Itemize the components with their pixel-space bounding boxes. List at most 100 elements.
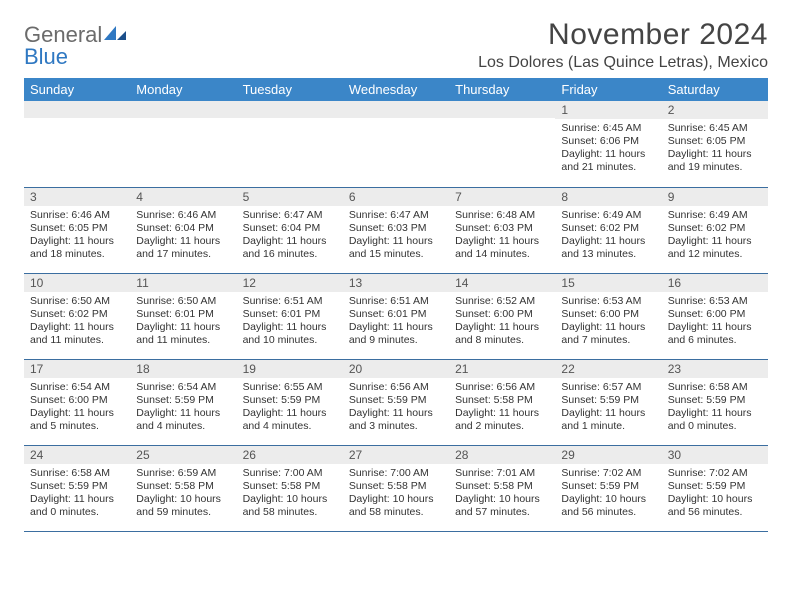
day-body: Sunrise: 7:00 AMSunset: 5:58 PMDaylight:… [343,464,449,523]
weekday-header: Sunday [24,78,130,101]
daylight-text: Daylight: 11 hours and 13 minutes. [561,235,655,261]
sunset-text: Sunset: 5:58 PM [136,480,230,493]
day-number: 19 [237,360,343,378]
weekday-header: Tuesday [237,78,343,101]
day-body: Sunrise: 6:46 AMSunset: 6:04 PMDaylight:… [130,206,236,265]
sunrise-text: Sunrise: 6:58 AM [668,381,762,394]
weekday-row: SundayMondayTuesdayWednesdayThursdayFrid… [24,78,768,101]
daylight-text: Daylight: 10 hours and 57 minutes. [455,493,549,519]
day-body: Sunrise: 6:53 AMSunset: 6:00 PMDaylight:… [555,292,661,351]
day-body: Sunrise: 6:59 AMSunset: 5:58 PMDaylight:… [130,464,236,523]
daylight-text: Daylight: 10 hours and 56 minutes. [668,493,762,519]
calendar-cell: 10Sunrise: 6:50 AMSunset: 6:02 PMDayligh… [24,273,130,359]
day-body: Sunrise: 6:58 AMSunset: 5:59 PMDaylight:… [662,378,768,437]
calendar-row: 24Sunrise: 6:58 AMSunset: 5:59 PMDayligh… [24,445,768,531]
calendar-cell: 22Sunrise: 6:57 AMSunset: 5:59 PMDayligh… [555,359,661,445]
day-body: Sunrise: 6:53 AMSunset: 6:00 PMDaylight:… [662,292,768,351]
sunrise-text: Sunrise: 6:52 AM [455,295,549,308]
day-body [130,118,236,125]
sunrise-text: Sunrise: 6:51 AM [243,295,337,308]
day-body [24,118,130,125]
sunrise-text: Sunrise: 6:58 AM [30,467,124,480]
day-body: Sunrise: 6:54 AMSunset: 5:59 PMDaylight:… [130,378,236,437]
calendar-cell: 1Sunrise: 6:45 AMSunset: 6:06 PMDaylight… [555,101,661,187]
day-body: Sunrise: 6:55 AMSunset: 5:59 PMDaylight:… [237,378,343,437]
daylight-text: Daylight: 11 hours and 11 minutes. [30,321,124,347]
daylight-text: Daylight: 11 hours and 0 minutes. [668,407,762,433]
calendar-table: SundayMondayTuesdayWednesdayThursdayFrid… [24,78,768,532]
calendar-cell: 13Sunrise: 6:51 AMSunset: 6:01 PMDayligh… [343,273,449,359]
calendar-cell: 30Sunrise: 7:02 AMSunset: 5:59 PMDayligh… [662,445,768,531]
sunrise-text: Sunrise: 6:47 AM [349,209,443,222]
day-body: Sunrise: 7:00 AMSunset: 5:58 PMDaylight:… [237,464,343,523]
calendar-cell: 24Sunrise: 6:58 AMSunset: 5:59 PMDayligh… [24,445,130,531]
sunrise-text: Sunrise: 7:02 AM [668,467,762,480]
calendar-cell [24,101,130,187]
day-body: Sunrise: 6:58 AMSunset: 5:59 PMDaylight:… [24,464,130,523]
sunrise-text: Sunrise: 6:50 AM [136,295,230,308]
sunset-text: Sunset: 6:02 PM [561,222,655,235]
day-number: 17 [24,360,130,378]
day-number: 21 [449,360,555,378]
sunrise-text: Sunrise: 6:53 AM [668,295,762,308]
calendar-cell: 19Sunrise: 6:55 AMSunset: 5:59 PMDayligh… [237,359,343,445]
daylight-text: Daylight: 11 hours and 11 minutes. [136,321,230,347]
day-number: 12 [237,274,343,292]
sunset-text: Sunset: 6:04 PM [243,222,337,235]
day-body: Sunrise: 6:46 AMSunset: 6:05 PMDaylight:… [24,206,130,265]
day-number [130,101,236,118]
day-number: 30 [662,446,768,464]
calendar-cell: 23Sunrise: 6:58 AMSunset: 5:59 PMDayligh… [662,359,768,445]
day-number: 25 [130,446,236,464]
weekday-header: Monday [130,78,236,101]
calendar-cell: 27Sunrise: 7:00 AMSunset: 5:58 PMDayligh… [343,445,449,531]
calendar-cell: 9Sunrise: 6:49 AMSunset: 6:02 PMDaylight… [662,187,768,273]
sunrise-text: Sunrise: 6:48 AM [455,209,549,222]
calendar-cell: 14Sunrise: 6:52 AMSunset: 6:00 PMDayligh… [449,273,555,359]
sunrise-text: Sunrise: 6:56 AM [349,381,443,394]
day-number: 22 [555,360,661,378]
calendar-cell: 6Sunrise: 6:47 AMSunset: 6:03 PMDaylight… [343,187,449,273]
day-number: 16 [662,274,768,292]
sunset-text: Sunset: 5:59 PM [349,394,443,407]
day-number: 13 [343,274,449,292]
calendar-cell: 4Sunrise: 6:46 AMSunset: 6:04 PMDaylight… [130,187,236,273]
day-number: 11 [130,274,236,292]
calendar-body: 1Sunrise: 6:45 AMSunset: 6:06 PMDaylight… [24,101,768,531]
calendar-cell [237,101,343,187]
calendar-cell: 11Sunrise: 6:50 AMSunset: 6:01 PMDayligh… [130,273,236,359]
day-body: Sunrise: 6:56 AMSunset: 5:58 PMDaylight:… [449,378,555,437]
calendar-cell: 7Sunrise: 6:48 AMSunset: 6:03 PMDaylight… [449,187,555,273]
sunset-text: Sunset: 5:58 PM [349,480,443,493]
sunrise-text: Sunrise: 6:50 AM [30,295,124,308]
sunset-text: Sunset: 6:01 PM [349,308,443,321]
day-body: Sunrise: 6:47 AMSunset: 6:04 PMDaylight:… [237,206,343,265]
sunset-text: Sunset: 6:00 PM [668,308,762,321]
daylight-text: Daylight: 11 hours and 1 minute. [561,407,655,433]
daylight-text: Daylight: 11 hours and 7 minutes. [561,321,655,347]
calendar-cell: 28Sunrise: 7:01 AMSunset: 5:58 PMDayligh… [449,445,555,531]
calendar-row: 10Sunrise: 6:50 AMSunset: 6:02 PMDayligh… [24,273,768,359]
day-body: Sunrise: 6:51 AMSunset: 6:01 PMDaylight:… [343,292,449,351]
sunrise-text: Sunrise: 6:45 AM [561,122,655,135]
weekday-header: Friday [555,78,661,101]
calendar-cell: 8Sunrise: 6:49 AMSunset: 6:02 PMDaylight… [555,187,661,273]
day-body: Sunrise: 7:02 AMSunset: 5:59 PMDaylight:… [662,464,768,523]
day-body [237,118,343,125]
daylight-text: Daylight: 11 hours and 6 minutes. [668,321,762,347]
day-body: Sunrise: 6:51 AMSunset: 6:01 PMDaylight:… [237,292,343,351]
daylight-text: Daylight: 11 hours and 12 minutes. [668,235,762,261]
sunrise-text: Sunrise: 6:49 AM [561,209,655,222]
calendar-row: 17Sunrise: 6:54 AMSunset: 6:00 PMDayligh… [24,359,768,445]
calendar-cell [343,101,449,187]
sunset-text: Sunset: 5:59 PM [136,394,230,407]
day-number: 20 [343,360,449,378]
day-number [449,101,555,118]
calendar-cell: 5Sunrise: 6:47 AMSunset: 6:04 PMDaylight… [237,187,343,273]
calendar-cell: 18Sunrise: 6:54 AMSunset: 5:59 PMDayligh… [130,359,236,445]
day-number: 28 [449,446,555,464]
sunset-text: Sunset: 6:04 PM [136,222,230,235]
topbar: General Blue November 2024 Los Dolores (… [24,18,768,72]
daylight-text: Daylight: 10 hours and 58 minutes. [349,493,443,519]
calendar-cell: 25Sunrise: 6:59 AMSunset: 5:58 PMDayligh… [130,445,236,531]
